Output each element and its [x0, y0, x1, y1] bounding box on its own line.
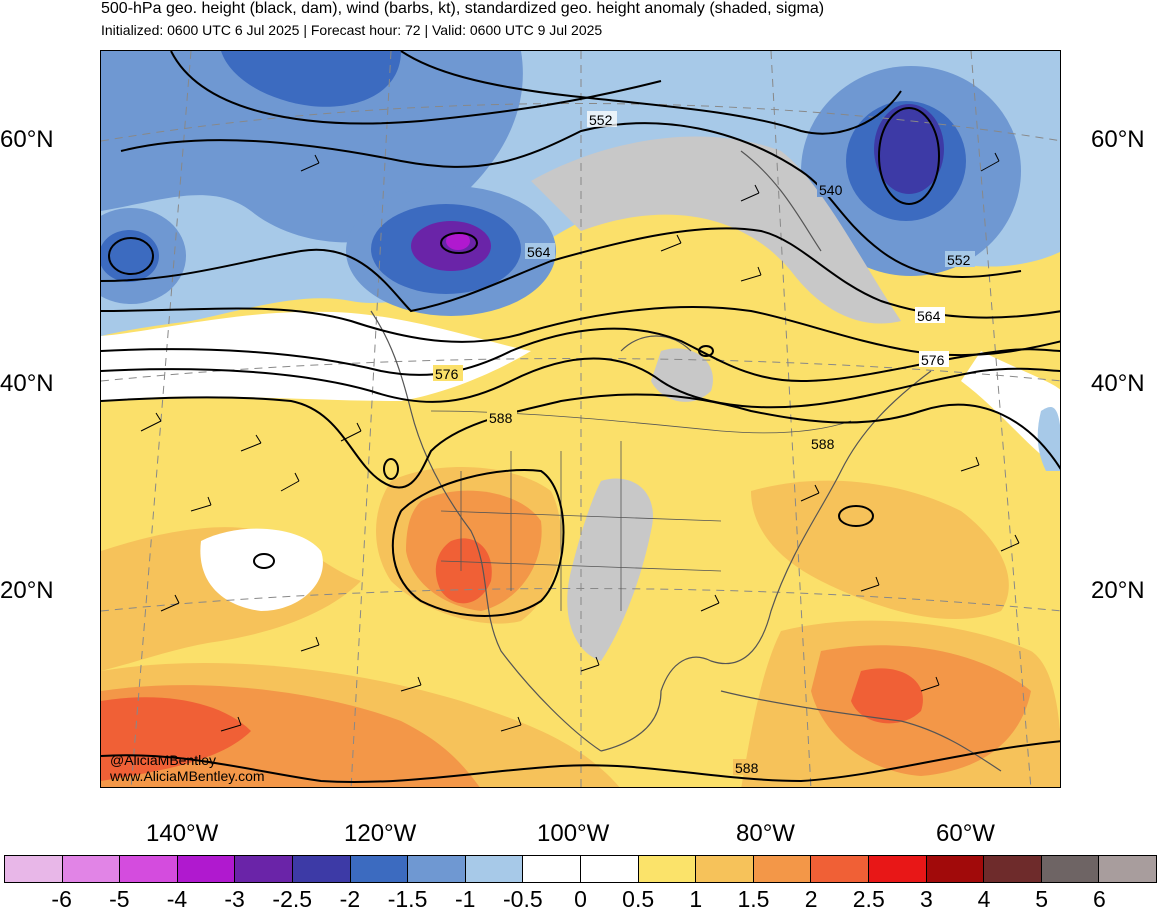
lon-label-100w: 100°W: [537, 820, 610, 847]
orange-atlantic: [751, 480, 1009, 620]
contour-label-576-east: 576: [921, 352, 945, 368]
colorbar-box: [868, 856, 927, 882]
colorbar-labels: -6 -5 -4 -3 -2.5 -2 -1.5 -1 -0.5 0 0.5 1 1.5 2 2.5 3 4 5 6: [0, 884, 1161, 913]
blue-anomaly-north-strong: [221, 51, 401, 107]
contour-label-588-south: 588: [735, 760, 759, 776]
red-southwest-core: [435, 538, 492, 604]
lat-label-20n-right: 20°N: [1091, 577, 1145, 604]
lat-label-40n-right: 40°N: [1091, 370, 1145, 397]
colorbar-box: [62, 856, 121, 882]
colorbar-label: -4: [166, 886, 188, 912]
contour-label-552-east: 552: [947, 252, 971, 268]
colorbar-label: 4: [977, 886, 991, 912]
credit-site: www.AliciaMBentley.com: [110, 768, 265, 784]
gray-gulf: [567, 478, 653, 661]
lightblue-atlantic: [1037, 407, 1060, 471]
lat-label-60n-left: 60°N: [0, 126, 54, 153]
chart-subtitle: Initialized: 0600 UTC 6 Jul 2025 | Forec…: [101, 22, 603, 38]
colorbar-box: [350, 856, 409, 882]
colorbar-box: [984, 856, 1042, 882]
white-band-east: [961, 351, 1060, 470]
contour-label-540: 540: [819, 182, 843, 198]
lon-label-60w: 60°W: [936, 820, 995, 847]
map-panel: 552 540 564 552 564 576 576 588 588 588: [100, 50, 1061, 788]
contour-label-564-west: 564: [527, 244, 551, 260]
colorbar-label: -2: [339, 886, 361, 912]
colorbar-box: [292, 856, 351, 882]
colorbar-box: [408, 856, 466, 882]
contour-label-552-north: 552: [589, 112, 613, 128]
map-svg: 552 540 564 552 564 576 576 588 588 588: [101, 51, 1060, 787]
colorbar-box: [235, 856, 293, 882]
colorbar-label: 1.5: [737, 886, 770, 912]
colorbar-label: 5: [1035, 886, 1049, 912]
wind-barbs: [140, 152, 1020, 732]
red-caribbean-core: [851, 668, 923, 724]
colorbar-box: [811, 856, 869, 882]
colorbar-label: -3: [224, 886, 245, 912]
contour-label-588-east: 588: [811, 436, 835, 452]
white-pacific-high: [200, 528, 323, 611]
colorbar-box: [926, 856, 985, 882]
small-contours: [108, 107, 940, 569]
white-band: [101, 311, 531, 401]
colorbar-box: [120, 856, 178, 882]
colorbar-label: -0.5: [503, 886, 543, 912]
colorbar-box: [638, 856, 697, 882]
contour-labels: 552 540 564 552 564 576 576 588 588 588: [433, 111, 975, 776]
colorbar-label: 1: [689, 886, 703, 912]
gray-greatlakes: [651, 348, 713, 402]
colorbar-label: 3: [919, 886, 933, 912]
colorbar-box: [5, 856, 63, 882]
lon-label-140w: 140°W: [146, 820, 219, 847]
colorbar-box: [177, 856, 236, 882]
lon-label-80w: 80°W: [736, 820, 795, 847]
credit-handle: @AliciaMBentley: [110, 752, 217, 768]
colorbar-box: [1041, 856, 1100, 882]
lon-label-120w: 120°W: [344, 820, 417, 847]
colorbar-label: 0.5: [622, 886, 655, 912]
coastlines: [370, 150, 1002, 772]
colorbar-label: -1.5: [387, 886, 428, 912]
colorbar-label: 2: [804, 886, 818, 912]
colorbar-label: 2.5: [852, 886, 885, 912]
lat-label-20n-left: 20°N: [0, 577, 54, 604]
colorbar-label: -5: [109, 886, 130, 912]
contour-label-588-west: 588: [489, 410, 513, 426]
chart-title: 500-hPa geo. height (black, dam), wind (…: [101, 0, 825, 17]
colorbar-box: [523, 856, 581, 882]
gray-canada: [531, 136, 901, 324]
colorbar-box: [696, 856, 754, 882]
lat-label-40n-left: 40°N: [0, 370, 54, 397]
contour-label-564-east: 564: [917, 308, 941, 324]
colorbar-box: [580, 856, 639, 882]
colorbar-label: 6: [1092, 886, 1106, 912]
purple-low-center: [446, 232, 470, 250]
anomaly-colorbar: [4, 855, 1157, 883]
colorbar-box: [1099, 856, 1156, 882]
blue-low-greenland-inner: [874, 104, 944, 194]
lat-label-60n-right: 60°N: [1091, 126, 1145, 153]
contour-label-576-west: 576: [435, 366, 459, 382]
colorbar-label: -6: [51, 886, 72, 912]
colorbar-box: [753, 856, 812, 882]
colorbar-label: -1: [454, 886, 476, 912]
red-south-pacific: [101, 697, 251, 781]
colorbar-box: [465, 856, 524, 882]
colorbar-label: 0: [574, 886, 587, 912]
colorbar-label: -2.5: [272, 886, 313, 912]
